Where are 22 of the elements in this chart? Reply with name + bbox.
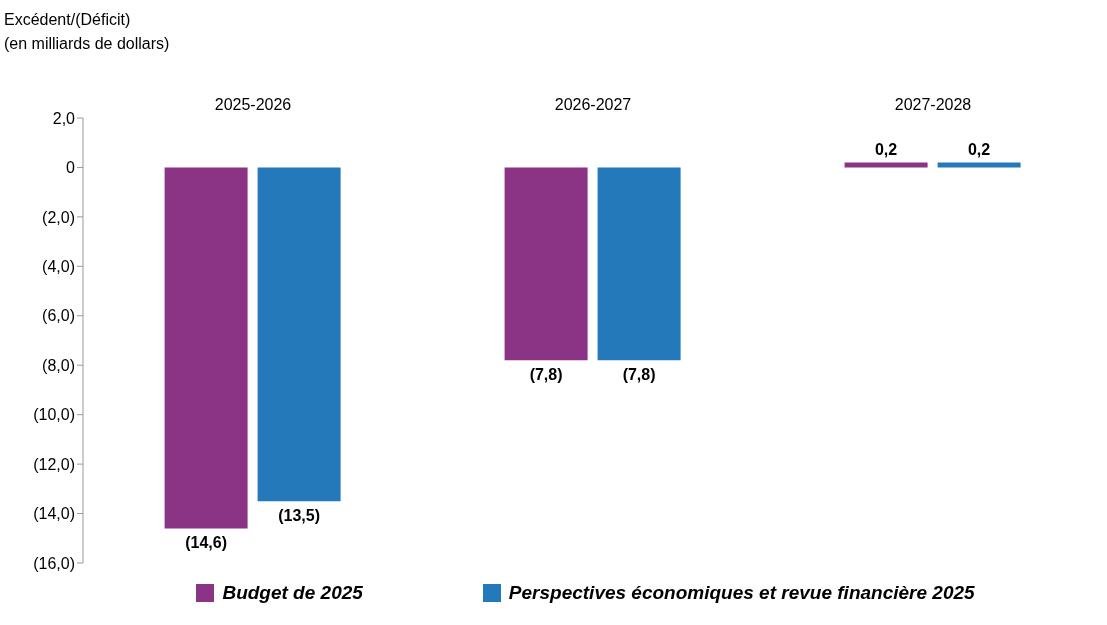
- y-tick-label: 2,0: [52, 109, 76, 127]
- y-tick-label: (10,0): [33, 406, 75, 424]
- x-tick-label: 2027-2028: [894, 96, 972, 113]
- data-label: 0,2: [967, 140, 991, 158]
- y-tick-label: (12,0): [33, 455, 75, 473]
- data-label: (14,6): [185, 534, 227, 552]
- legend-label: Budget de 2025: [222, 582, 363, 604]
- x-tick-label: 2025-2026: [214, 96, 292, 113]
- legend-label: Perspectives économiques et revue financière 2025: [508, 582, 975, 604]
- data-label: (7,8): [529, 366, 563, 384]
- data-label: 0,2: [874, 140, 898, 158]
- y-tick-label: (2,0): [42, 208, 75, 226]
- y-tick-label: (4,0): [42, 258, 75, 276]
- y-tick-label: 0: [66, 159, 76, 177]
- x-tick-label: 2026-2027: [554, 96, 632, 113]
- y-tick-label: (8,0): [42, 356, 75, 374]
- y-tick-label: (6,0): [42, 307, 75, 325]
- data-label: (7,8): [622, 366, 656, 384]
- y-axis-title: Excédent/(Déficit) (en milliards de dollars): [4, 10, 170, 54]
- y-tick-label: (14,0): [33, 505, 75, 523]
- data-label: (13,5): [278, 507, 320, 525]
- y-tick-label: (16,0): [33, 554, 75, 572]
